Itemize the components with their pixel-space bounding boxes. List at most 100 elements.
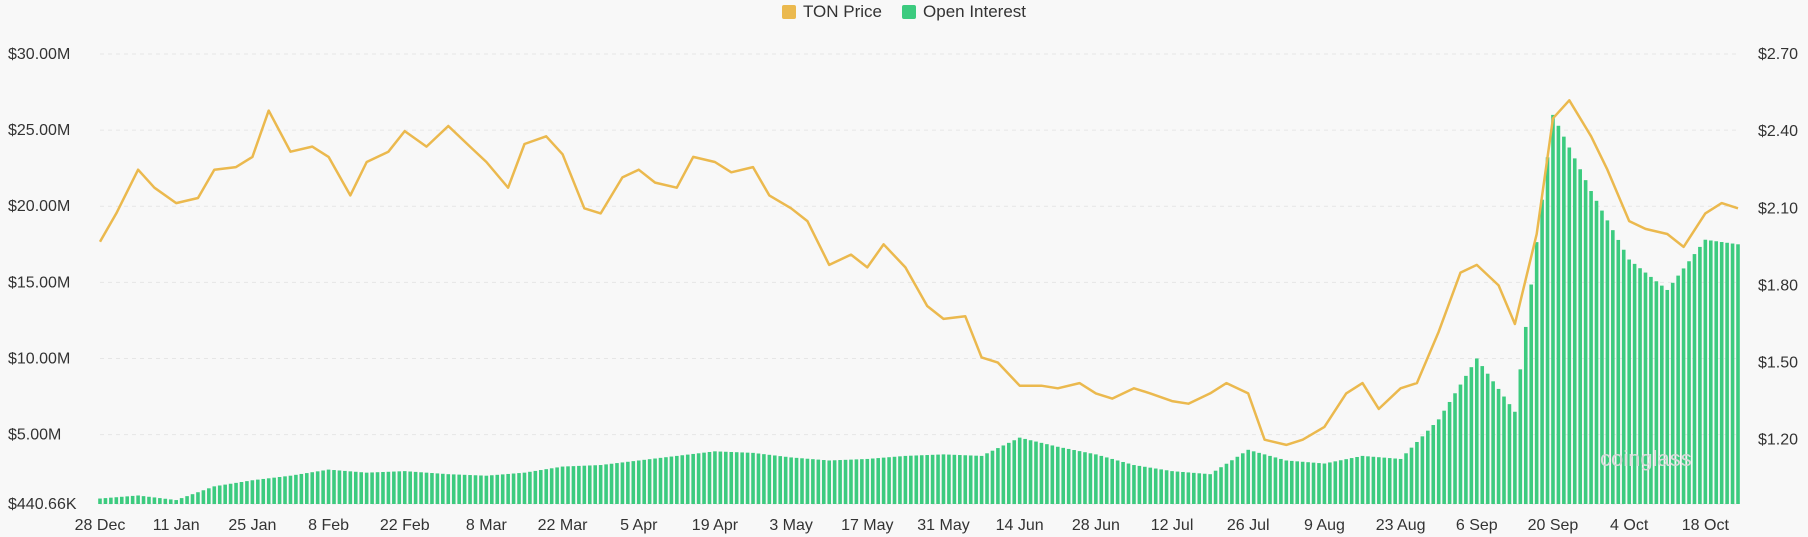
oi-bar [577,465,581,504]
oi-bar [1616,239,1621,505]
oi-bar [1006,442,1011,504]
oi-bar [473,475,478,504]
x-tick: 3 May [769,517,813,534]
oi-bar [1066,448,1071,504]
oi-bar [636,460,641,504]
oi-bar [990,450,995,504]
y-left-tick: $10.00M [8,350,70,367]
oi-bar [1377,457,1381,504]
oi-bar [936,454,940,504]
x-tick: 22 Mar [538,517,588,534]
oi-bar [816,459,821,504]
oi-bar [1001,445,1006,504]
oi-bar [1055,446,1060,504]
oi-bar [147,496,151,504]
oi-bar [381,471,385,504]
oi-bar [1115,460,1120,504]
oi-bar [1050,445,1055,504]
oi-bar [772,455,777,504]
oi-bar [582,465,587,504]
x-tick: 23 Aug [1376,517,1426,534]
oi-bar [1708,240,1713,505]
oi-bar [174,500,178,504]
oi-bar [615,463,619,504]
oi-bar [277,476,282,504]
oi-bar [1513,411,1517,504]
y-left-tick: $30.00M [8,46,70,63]
oi-bar [1349,458,1354,504]
oi-bar [1676,275,1680,504]
watermark: coinglass [1600,446,1692,471]
oi-bar [958,455,962,504]
oi-bar [1104,457,1109,504]
oi-bar [1175,471,1180,504]
oi-bar [1170,471,1174,504]
oi-bar [1583,180,1588,504]
oi-bar [495,474,500,504]
oi-bar [626,461,630,504]
oi-bar [1426,430,1430,504]
oi-bar [1371,456,1376,504]
oi-bar [359,472,364,504]
oi-bar [522,472,527,504]
x-tick: 26 Jul [1227,517,1270,534]
oi-bar [1360,455,1365,504]
oi-bar [1545,157,1550,504]
oi-bar [1518,369,1523,504]
oi-bar [941,454,946,504]
y-left-tick: $25.00M [8,122,70,139]
oi-bar [827,460,832,504]
oi-bar [1654,281,1659,504]
oi-bar [1458,384,1463,504]
oi-bar [1279,458,1283,504]
oi-bar [745,452,750,504]
oi-bar [963,455,968,504]
oi-bar [718,451,723,504]
oi-bar [1698,246,1702,504]
oi-bar [1589,191,1593,505]
oi-bar [1306,462,1310,504]
oi-bar [1034,441,1038,504]
oi-bar [332,470,336,504]
y-right-tick: $1.20 [1758,432,1798,449]
oi-bar [549,468,554,504]
oi-bar [1567,147,1572,505]
oi-bar [1638,268,1642,504]
oi-bar [1045,444,1049,504]
oi-bar [1023,438,1027,504]
oi-bar [1213,470,1218,504]
oi-bar [1202,473,1207,504]
legend-item-ton-price[interactable]: TON Price [781,2,882,22]
oi-bar [245,481,249,504]
oi-bar [1420,436,1425,504]
oi-bar [952,454,957,504]
x-tick: 25 Jan [228,517,276,534]
oi-bar [1730,243,1735,504]
oi-bar [947,454,951,504]
oi-bar [1246,449,1251,504]
y-left-tick: $20.00M [8,198,70,215]
oi-bar [762,454,766,504]
oi-bar [1262,454,1267,504]
legend-item-open-interest[interactable]: Open Interest [902,2,1026,22]
oi-bar [1415,441,1419,504]
oi-bar [119,496,124,504]
oi-bar [1181,471,1185,504]
x-tick: 17 May [841,517,893,534]
oi-bar [642,459,646,504]
oi-bar [1110,458,1114,504]
x-tick: 22 Feb [380,517,430,534]
y-left-tick: $440.66K [8,496,77,513]
oi-bar [266,478,271,504]
oi-bar [500,474,505,504]
oi-bar [158,498,162,504]
oi-bar [1192,472,1196,504]
oi-bar [375,472,380,504]
oi-bar [849,459,853,504]
oi-bar [424,472,429,504]
oi-bar [620,462,625,504]
x-tick: 8 Mar [466,517,508,534]
oi-bar [179,498,184,504]
y-right-tick: $1.80 [1758,277,1798,294]
oi-bar [490,475,494,504]
